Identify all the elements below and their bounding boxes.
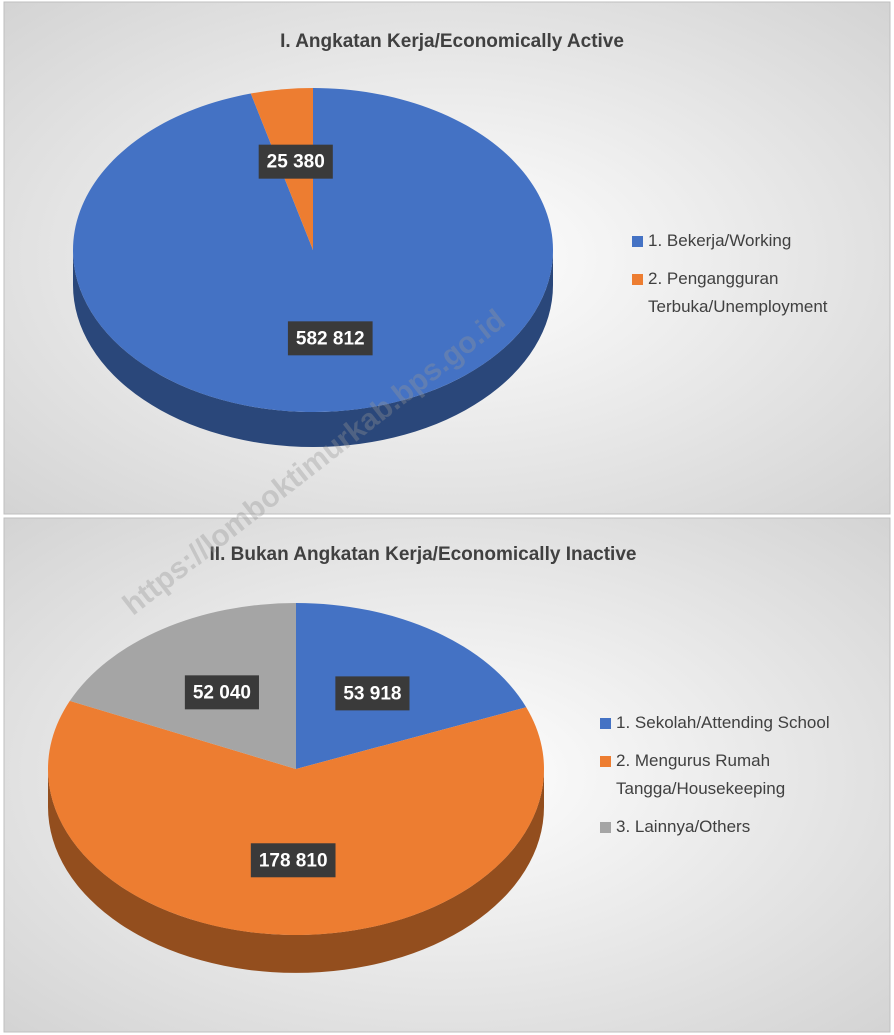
data-label: 582 812 (296, 328, 365, 349)
data-label: 52 040 (193, 682, 251, 703)
slice (69, 603, 296, 769)
slice (72, 88, 553, 413)
legend-swatch (632, 274, 643, 285)
legend-label: 1. Bekerja/Working (648, 231, 792, 250)
data-label: 53 918 (343, 683, 401, 704)
legend-label: 3. Lainnya/Others (616, 817, 751, 836)
chart-title: I. Angkatan Kerja/Economically Active (280, 31, 624, 52)
slice (296, 603, 527, 769)
data-label-box (250, 843, 336, 878)
data-label: 178 810 (259, 850, 328, 871)
data-label-box (184, 675, 259, 710)
legend-label: 1. Sekolah/Attending School (616, 713, 830, 732)
slice (48, 700, 544, 935)
legend-item: 3. Lainnya/Others (600, 813, 872, 841)
legend-item: 2. Mengurus Rumah Tangga/Housekeeping (600, 747, 872, 803)
data-label-box (335, 676, 410, 711)
legend-label: 2. Pengangguran Terbuka/Unemployment (648, 269, 828, 316)
legend: 1. Sekolah/Attending School 2. Mengurus R… (600, 709, 872, 851)
legend-swatch (600, 718, 611, 729)
chart-title: II. Bukan Angkatan Kerja/Economically In… (210, 544, 637, 565)
legend-item: 1. Bekerja/Working (632, 227, 872, 255)
slice-side (73, 250, 553, 447)
legend-swatch (600, 756, 611, 767)
data-label-box (258, 144, 333, 179)
legend-item: 1. Sekolah/Attending School (600, 709, 872, 737)
data-label: 25 380 (267, 152, 325, 173)
slice-side (48, 769, 544, 973)
legend-item: 2. Pengangguran Terbuka/Unemployment (632, 265, 872, 321)
legend-swatch (632, 236, 643, 247)
legend: 1. Bekerja/Working 2. Pengangguran Terbuk… (632, 227, 872, 331)
data-label-box (287, 321, 373, 356)
legend-swatch (600, 822, 611, 833)
legend-label: 2. Mengurus Rumah Tangga/Housekeeping (616, 751, 786, 798)
